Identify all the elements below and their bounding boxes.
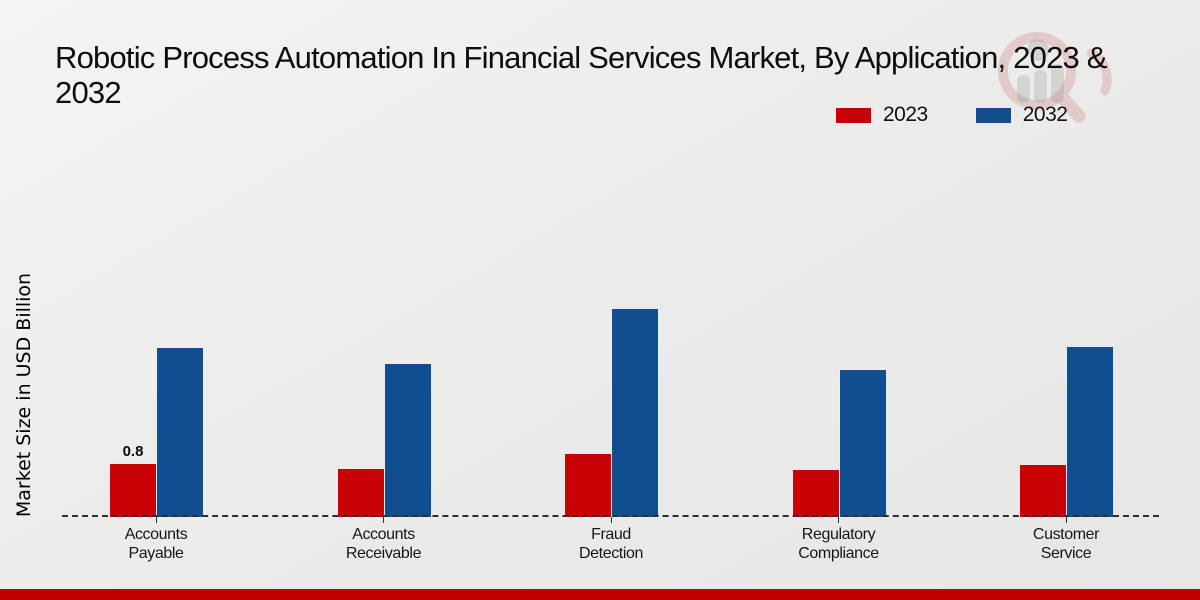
x-label-customer-service: Customer Service (1032, 526, 1100, 562)
x-label-regulatory-compliance: Regulatory Compliance (798, 526, 879, 562)
bar-2032-accounts-payable (156, 348, 203, 517)
x-label-fraud-detection: Fraud Detection (579, 526, 643, 562)
legend-item-2032: 2032 (975, 103, 1068, 127)
bar-2023-accounts-receivable (337, 469, 384, 517)
bar-value-label: 0.8 (122, 443, 144, 460)
bar-2023-regulatory-compliance (792, 470, 839, 517)
x-tick-fraud-detection (610, 517, 612, 523)
bar-2023-customer-service (1020, 465, 1066, 517)
bar-2023-accounts-payable (110, 464, 156, 517)
bar-2032-fraud-detection (611, 309, 658, 517)
legend-swatch-2023 (836, 107, 871, 123)
legend: 2023 2032 (836, 103, 1068, 127)
legend-swatch-2032 (975, 107, 1011, 123)
bar-2032-accounts-receivable (383, 364, 431, 517)
x-tick-customer-service (1065, 517, 1067, 523)
x-label-accounts-receivable: Accounts Receivable (345, 526, 422, 562)
x-label-accounts-payable: Accounts Payable (124, 526, 188, 562)
legend-label-2032: 2032 (1022, 103, 1068, 126)
legend-label-2023: 2023 (883, 103, 928, 126)
legend-item-2023: 2023 (836, 103, 928, 127)
bar-2032-customer-service (1066, 347, 1113, 517)
x-tick-accounts-payable (155, 517, 157, 523)
bar-2032-regulatory-compliance (838, 370, 886, 517)
watermark-logo-icon (998, 32, 1112, 123)
x-tick-regulatory-compliance (838, 517, 839, 523)
x-tick-accounts-receivable (383, 517, 384, 523)
bar-2023-fraud-detection (565, 454, 611, 517)
x-axis-baseline (62, 515, 1159, 517)
footer-accent-band (0, 589, 1200, 600)
chart-title: Robotic Process Automation In Financial … (55, 40, 1107, 110)
